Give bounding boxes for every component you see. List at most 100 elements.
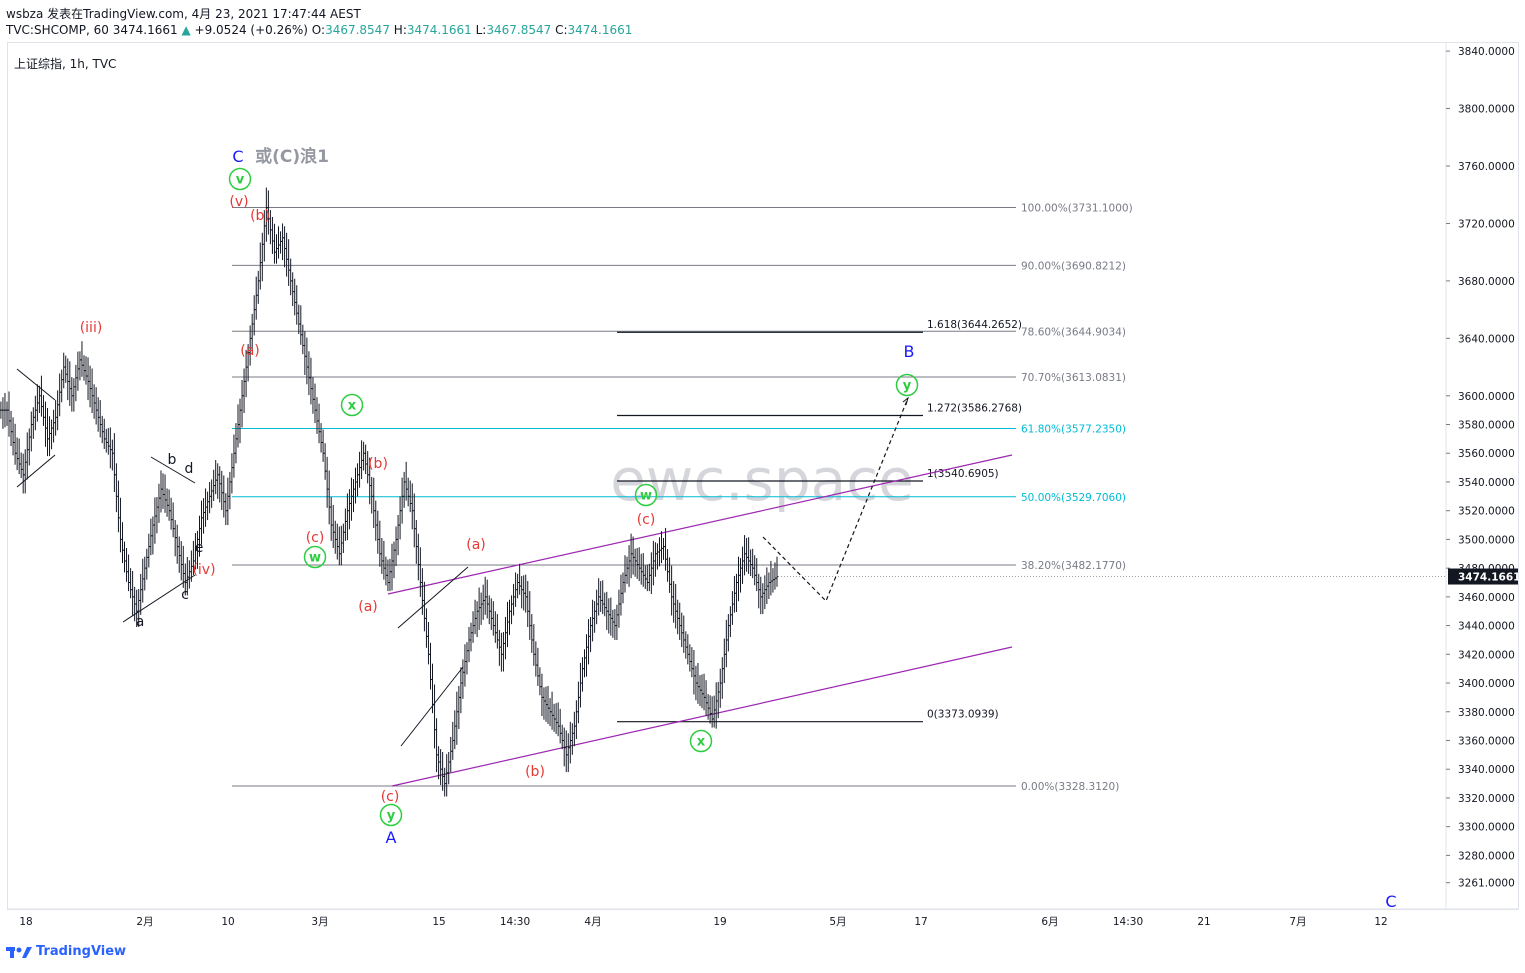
chart-legend: 上证综指, 1h, TVC bbox=[14, 57, 117, 71]
footer: TradingView bbox=[6, 944, 126, 959]
y-tick-label: 3540.0000 bbox=[1458, 477, 1515, 489]
symbol-label: TVC:SHCOMP, 60 bbox=[6, 23, 109, 37]
close-value: 3474.1661 bbox=[567, 23, 633, 37]
wave-label: x bbox=[697, 735, 706, 750]
fib-level-label: 61.80%(3577.2350) bbox=[1021, 423, 1126, 435]
y-tick-label: 3600.0000 bbox=[1458, 391, 1515, 403]
wedge-line bbox=[397, 566, 469, 629]
wave-label: y bbox=[387, 809, 396, 824]
ext-level-label: 1.618(3644.2652) bbox=[927, 319, 1022, 331]
y-tick-label: 3280.0000 bbox=[1458, 850, 1515, 862]
fib-level-label: 70.70%(3613.0831) bbox=[1021, 372, 1126, 384]
wave-circle-icon bbox=[340, 393, 364, 417]
x-tick-label: 10 bbox=[221, 916, 234, 928]
triangle-line bbox=[150, 456, 196, 484]
wave-label: d bbox=[185, 461, 194, 477]
x-tick-label: 21 bbox=[1197, 916, 1210, 928]
wave-label: C bbox=[1385, 892, 1396, 911]
wave-label: (iii) bbox=[80, 320, 103, 336]
x-tick-label: 14:30 bbox=[500, 916, 530, 928]
last-value: 3474.1661 bbox=[112, 23, 178, 37]
channel-lower-line bbox=[391, 646, 1013, 787]
wave-circle-icon bbox=[303, 545, 327, 569]
wave-label: (b) bbox=[525, 764, 545, 780]
fib-level-label: 50.00%(3529.7060) bbox=[1021, 492, 1126, 504]
up-triangle-icon: ▲ bbox=[181, 23, 191, 37]
high-label: H: bbox=[393, 23, 407, 37]
y-tick-label: 3380.0000 bbox=[1458, 707, 1515, 719]
fib-level-label: 38.20%(3482.1770) bbox=[1021, 560, 1126, 572]
x-tick-label: 2月 bbox=[136, 916, 153, 928]
y-tick-label: 3360.0000 bbox=[1458, 735, 1515, 747]
x-tick-label: 17 bbox=[914, 916, 927, 928]
fib-level-label: 90.00%(3690.8212) bbox=[1021, 260, 1126, 272]
wave-label: (v) bbox=[229, 194, 248, 210]
wave-circle-icon bbox=[895, 373, 919, 397]
x-tick-label: 6月 bbox=[1041, 916, 1058, 928]
wave-circle-icon bbox=[689, 729, 713, 753]
x-tick-label: 14:30 bbox=[1113, 916, 1143, 928]
y-tick-label: 3580.0000 bbox=[1458, 420, 1515, 432]
wave-label: (iv) bbox=[192, 562, 215, 578]
wave-label: y bbox=[903, 379, 912, 394]
wave-label: A bbox=[386, 828, 397, 847]
y-tick-label: 3300.0000 bbox=[1458, 822, 1515, 834]
x-tick-label: 4月 bbox=[584, 916, 601, 928]
projection-path bbox=[762, 397, 909, 603]
y-tick-label: 3500.0000 bbox=[1458, 534, 1515, 546]
y-tick-label: 3720.0000 bbox=[1458, 218, 1515, 230]
y-tick-label: 3440.0000 bbox=[1458, 621, 1515, 633]
wave-label: a bbox=[136, 614, 145, 630]
y-tick-label: 3840.0000 bbox=[1458, 46, 1515, 58]
high-value: 3474.1661 bbox=[406, 23, 472, 37]
y-tick-label: 3680.0000 bbox=[1458, 276, 1515, 288]
projection-arrow-icon bbox=[902, 396, 909, 406]
low-value: 3467.8547 bbox=[486, 23, 552, 37]
open-value: 3467.8547 bbox=[325, 23, 390, 37]
wave-label: B bbox=[904, 342, 915, 361]
low-label: L: bbox=[475, 23, 487, 37]
wave-label: (a) bbox=[358, 599, 378, 615]
wave-circle-icon bbox=[379, 803, 403, 827]
ohlc-line: TVC:SHCOMP, 60 3474.1661 ▲ +9.0524 (+0.2… bbox=[6, 23, 632, 37]
wave-label: (c) bbox=[637, 512, 656, 528]
y-tick-label: 3261.0000 bbox=[1458, 878, 1515, 890]
wave-label: (a) bbox=[466, 537, 486, 553]
y-tick-label: 3640.0000 bbox=[1458, 333, 1515, 345]
channel-upper-line bbox=[387, 454, 1013, 595]
fib-level-label: 78.60%(3644.9034) bbox=[1021, 326, 1126, 338]
wave-label: (b) bbox=[250, 208, 270, 224]
wave-label: 或(C)浪1 bbox=[255, 146, 329, 167]
wave-circle-icon bbox=[634, 483, 658, 507]
wave-circle-icon bbox=[228, 167, 252, 191]
tradingview-brand: TradingView bbox=[36, 944, 127, 959]
y-tick-label: 3760.0000 bbox=[1458, 161, 1515, 173]
x-tick-label: 3月 bbox=[311, 916, 328, 928]
y-tick-label: 3520.0000 bbox=[1458, 506, 1515, 518]
change-value: +9.0524 (+0.26%) bbox=[194, 23, 308, 37]
wave-label: (a) bbox=[240, 343, 260, 359]
fib-level-label: 0.00%(3328.3120) bbox=[1021, 781, 1119, 793]
last-price-badge bbox=[1448, 568, 1518, 585]
wave-label: C bbox=[232, 147, 243, 166]
wave-label: v bbox=[236, 173, 245, 188]
watermark: ewc.space bbox=[610, 446, 914, 514]
x-tick-label: 19 bbox=[713, 916, 726, 928]
wave-label: x bbox=[348, 399, 357, 414]
triangle-line bbox=[16, 368, 56, 401]
ext-level-label: 1(3540.6905) bbox=[927, 468, 999, 480]
wave-label: (c) bbox=[381, 789, 400, 805]
y-tick-label: 3320.0000 bbox=[1458, 793, 1515, 805]
close-label: C: bbox=[555, 23, 568, 37]
fib-level-label: 100.00%(3731.1000) bbox=[1021, 203, 1133, 215]
wave-label: c bbox=[181, 587, 189, 603]
x-tick-label: 7月 bbox=[1289, 916, 1306, 928]
wedge-line bbox=[400, 666, 464, 747]
ext-level-label: 1.272(3586.2768) bbox=[927, 403, 1022, 415]
wave-label: (b) bbox=[368, 456, 388, 472]
y-tick-label: 3460.0000 bbox=[1458, 592, 1515, 604]
y-tick-label: 3420.0000 bbox=[1458, 649, 1515, 661]
ext-level-label: 0(3373.0939) bbox=[927, 709, 999, 721]
y-tick-label: 3340.0000 bbox=[1458, 764, 1515, 776]
